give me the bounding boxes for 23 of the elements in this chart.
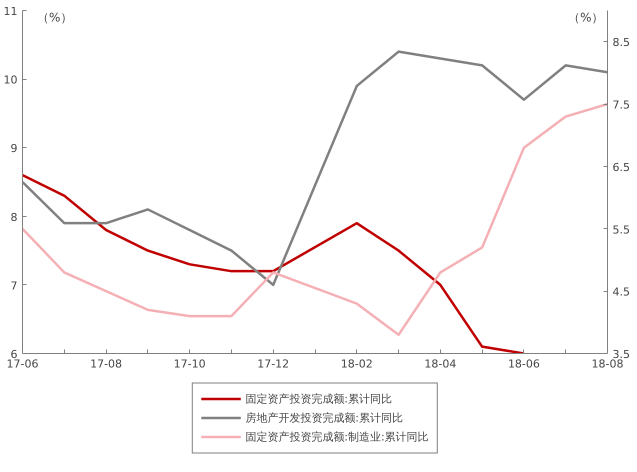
legend-label: 固定资产投资完成额:制造业:累计同比	[245, 429, 429, 444]
x-tick-label: 17-12	[257, 358, 290, 370]
x-tick-label: 18-02	[340, 358, 373, 370]
legend-label: 房地产开发投资完成额:累计同比	[245, 410, 404, 425]
line-series	[22, 102, 608, 336]
y-tick-label: 10	[4, 74, 18, 87]
x-tick-label: 17-10	[174, 358, 206, 370]
y2-tick-label: 6.5	[612, 160, 630, 174]
y2-tick-label: 7.5	[612, 98, 630, 112]
x-tick-label: 17-08	[90, 358, 122, 370]
y2-tick-label: 5.5	[612, 223, 630, 236]
y-tick-label: 8	[10, 210, 18, 224]
y-tick-label: 7	[10, 279, 18, 292]
x-tick-label: 18-06	[508, 358, 540, 370]
legend-label: 固定资产投资完成额:累计同比	[245, 391, 392, 406]
y2-tick-label: 8.5	[612, 36, 630, 50]
y-tick-label: 9	[10, 142, 18, 156]
x-tick-label: 18-04	[424, 358, 456, 370]
y2-axis-title: （%）	[568, 10, 604, 24]
line-series	[22, 174, 526, 354]
y-tick-label: 11	[4, 5, 18, 18]
y2-tick-label: 4.5	[612, 286, 630, 299]
y-axis-title: （%）	[37, 10, 72, 24]
